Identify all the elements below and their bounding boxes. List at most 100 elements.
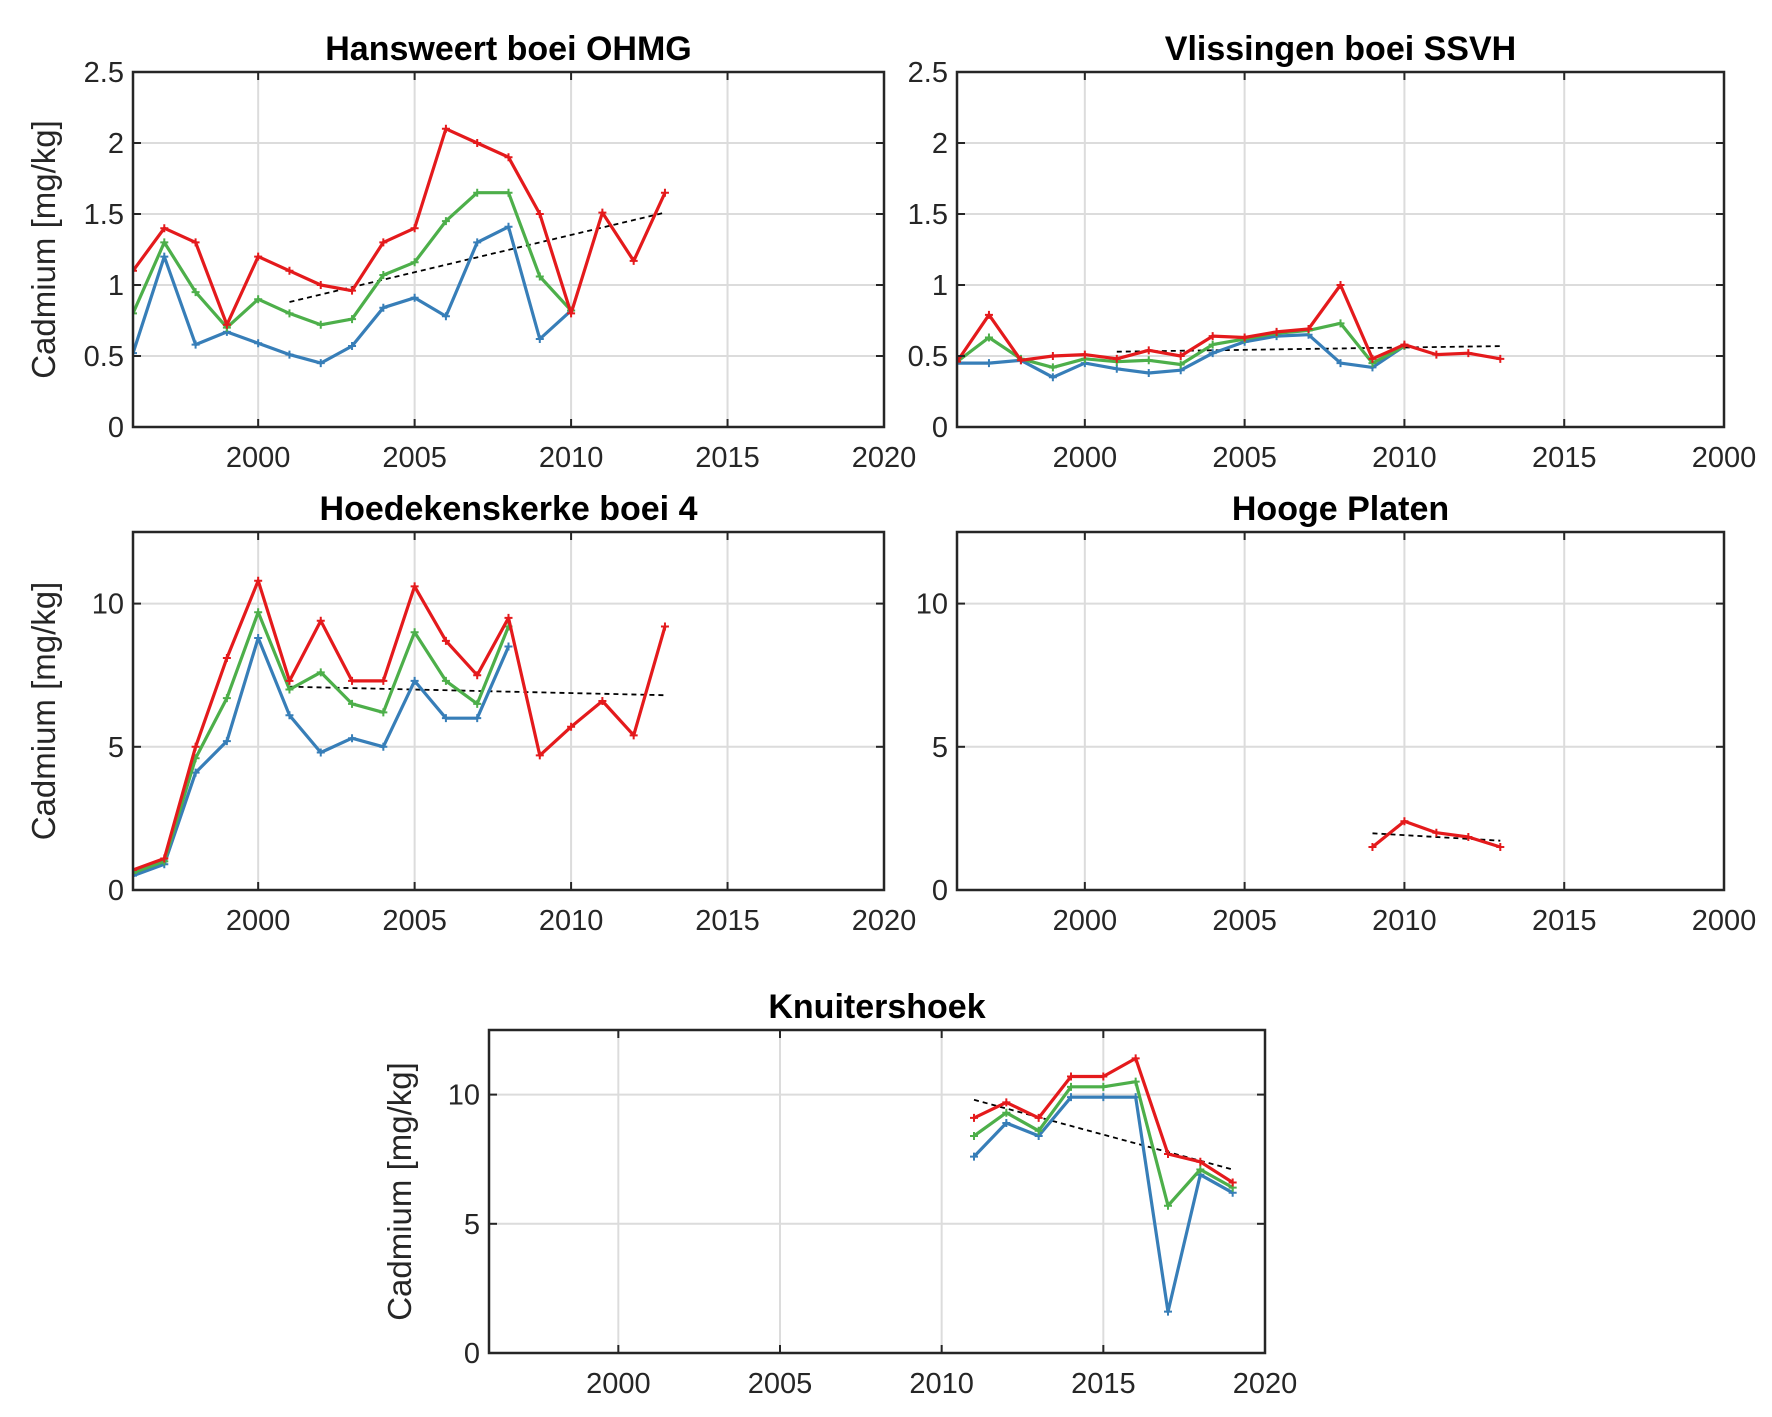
green-data-point: [1176, 360, 1185, 369]
red-data-point: [191, 742, 200, 751]
y-axis-label: Cadmium [mg/kg]: [25, 582, 62, 841]
blue-data-point: [254, 339, 263, 348]
x-tick-label: 2015: [1532, 905, 1597, 937]
blue-data-point: [1144, 369, 1153, 378]
red-data-point: [1176, 352, 1185, 360]
y-tick-label: 0: [464, 1338, 480, 1370]
x-tick-label: 2000: [586, 1368, 651, 1400]
y-tick-label: 0: [932, 412, 948, 444]
green-data-point: [254, 608, 263, 617]
red-data-point: [1099, 1072, 1108, 1081]
axes-box: [955, 530, 1726, 892]
green-data-point: [191, 288, 200, 297]
green-data-point: [970, 1131, 978, 1140]
x-tick-label: 2015: [695, 905, 760, 937]
blue-data-point: [316, 359, 325, 368]
y-tick-label: 0: [108, 875, 124, 907]
chart-title: Hoedekenskerke boei 4: [320, 490, 698, 528]
blue-data-point: [1208, 349, 1217, 358]
red-data-point: [1067, 1072, 1075, 1081]
red-data-point: [660, 622, 669, 631]
x-tick-label: 2010: [539, 905, 604, 937]
red-data-point: [1196, 1157, 1205, 1166]
x-tick-label: 2000: [1053, 442, 1118, 474]
y-tick-label: 0: [108, 412, 124, 444]
y-tick-label: 2.5: [84, 57, 124, 89]
axes-box: [955, 70, 1726, 429]
red-data-point: [1002, 1098, 1011, 1107]
red-data-point: [984, 310, 993, 319]
y-axis-label: Cadmium [mg/kg]: [25, 120, 62, 379]
red-data-point: [535, 751, 544, 760]
y-tick-label: 1.5: [908, 199, 948, 231]
plot-area: [957, 281, 1505, 382]
blue-data-point: [285, 350, 294, 359]
red-data-point: [410, 224, 419, 233]
green-data-point: [1034, 1126, 1043, 1135]
chart-panel-2: 2000 2005 2010 2015 2000 0 0.5 1 1.5 2 2.5 Vlissing…: [908, 30, 1757, 474]
y-tick-label: 10: [448, 1080, 480, 1112]
red-data-point: [1400, 340, 1409, 349]
red-data-point: [1368, 843, 1377, 852]
green-data-point: [473, 188, 482, 197]
red-series-line: [133, 127, 667, 327]
x-tick-label: 2000: [1692, 905, 1757, 937]
blue-data-point: [1048, 373, 1057, 382]
x-tick-label: 2010: [1372, 905, 1437, 937]
red-data-point: [1164, 1150, 1172, 1159]
chart-title: Hansweert boei OHMG: [325, 30, 692, 68]
red-data-point: [348, 676, 357, 685]
x-tick-label: 2020: [852, 905, 917, 937]
blue-data-point: [410, 293, 419, 302]
green-data-point: [379, 271, 388, 280]
red-data-point: [1112, 354, 1121, 363]
green-data-point: [1196, 1165, 1205, 1174]
red-data-point: [1464, 349, 1473, 358]
green-data-point: [1336, 319, 1345, 328]
x-tick-label: 2010: [1372, 442, 1437, 474]
blue-data-point: [160, 252, 169, 261]
blue-data-point: [473, 714, 482, 723]
red-data-point: [285, 676, 294, 685]
red-data-point: [1016, 356, 1025, 365]
green-data-point: [348, 315, 357, 324]
x-tick-label: 2005: [1212, 905, 1277, 937]
red-data-point: [316, 281, 325, 289]
red-data-point: [629, 731, 638, 740]
red-data-point: [535, 210, 544, 218]
blue-data-point: [222, 737, 231, 746]
blue-data-point: [441, 312, 450, 321]
blue-data-point: [133, 871, 137, 880]
green-data-point: [379, 708, 388, 717]
red-data-point: [1336, 281, 1345, 289]
trend-line: [1116, 345, 1501, 353]
y-tick-label: 2.5: [908, 57, 948, 89]
green-data-point: [535, 272, 544, 281]
x-tick-label: 2005: [1212, 442, 1277, 474]
green-data-point: [133, 868, 137, 877]
x-tick-label: 2000: [226, 442, 291, 474]
green-data-point: [160, 238, 169, 247]
green-data-point: [285, 685, 294, 694]
x-tick-label: 2005: [382, 905, 447, 937]
red-data-point: [222, 320, 231, 329]
y-tick-label: 5: [932, 732, 948, 764]
red-data-point: [410, 582, 419, 591]
x-tick-label: 2005: [748, 1368, 813, 1400]
x-tick-label: 2000: [1053, 905, 1118, 937]
red-data-point: [629, 256, 638, 265]
red-data-point: [473, 671, 482, 680]
red-data-point: [1048, 352, 1057, 360]
red-data-point: [473, 139, 482, 147]
red-data-point: [316, 616, 325, 625]
red-data-point: [598, 696, 607, 705]
green-data-point: [1067, 1082, 1075, 1091]
x-tick-label: 2015: [1532, 442, 1597, 474]
x-tick-label: 2015: [1071, 1368, 1136, 1400]
x-tick-label: 2020: [852, 442, 917, 474]
blue-data-point: [441, 714, 450, 723]
y-tick-label: 0.5: [908, 341, 948, 373]
trend-line: [1372, 832, 1501, 842]
red-data-point: [133, 865, 137, 874]
